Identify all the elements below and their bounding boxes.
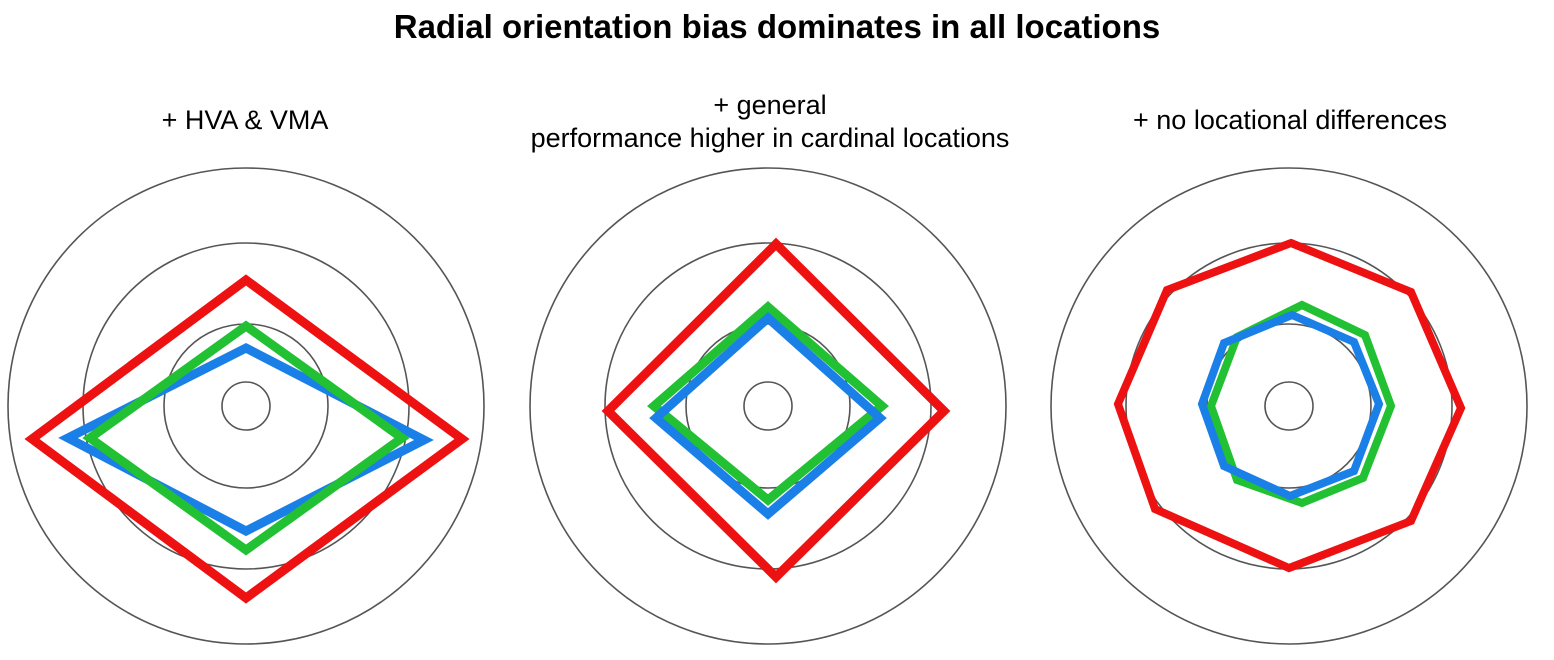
panel-2-outer-ring — [529, 167, 1007, 645]
panel-3-diagram — [1050, 167, 1528, 645]
panel-3-green-shape — [1206, 300, 1396, 508]
panel-1-subtitle: + HVA & VMA — [40, 104, 450, 137]
panel-2-subtitle-line-2: performance higher in cardinal locations — [530, 123, 1010, 153]
panel-2-diagram — [529, 167, 1007, 645]
panel-2-green-shape — [647, 301, 889, 506]
panel-2-subtitle: + general performance higher in cardinal… — [470, 89, 1070, 155]
panel-1-green-shape — [82, 320, 410, 556]
panel-3-outer-ring — [1050, 167, 1528, 645]
panel-1-outer-ring — [7, 167, 485, 645]
panel-3-red-shape — [1113, 238, 1466, 573]
panel-3-subtitle-line-1: + no locational differences — [1133, 105, 1447, 135]
panel-3-subtitle: + no locational differences — [1085, 104, 1495, 137]
panel-2-center-ring — [743, 381, 793, 431]
panel-2-red-shape — [601, 237, 951, 584]
panel-2-subtitle-line-1: + general — [713, 90, 827, 120]
panel-3-center-ring — [1264, 381, 1314, 431]
figure-title: Radial orientation bias dominates in all… — [393, 8, 1161, 45]
panel-2-blue-shape — [649, 311, 887, 520]
panel-1-red-shape — [24, 274, 470, 604]
panel-1-center-ring — [221, 381, 271, 431]
panel-3-blue-shape — [1197, 310, 1384, 501]
panel-1-subtitle-line-1: + HVA & VMA — [161, 105, 329, 135]
panel-1-diagram — [7, 167, 485, 645]
